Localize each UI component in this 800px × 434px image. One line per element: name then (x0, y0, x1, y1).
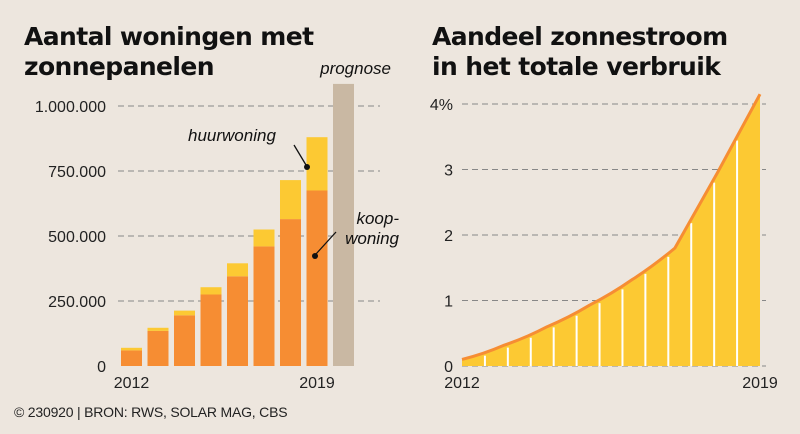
y-tick-label: 0 (444, 359, 453, 376)
left-chart-title: Aantal woningen met zonnepanelen (24, 22, 314, 82)
solar-share-line (461, 93, 762, 361)
huurwoning-bar (306, 137, 328, 191)
koopwoning-annotation: woning (345, 229, 399, 248)
y-tick-label: 2 (444, 228, 453, 245)
huurwoning-bar (121, 347, 142, 351)
right-chart-title: Aandeel zonnestroom in het totale verbru… (432, 22, 728, 82)
y-tick-label: 3 (444, 163, 453, 180)
koopwoning-bar (121, 350, 142, 366)
right-title-line-2: in het totale verbruik (432, 52, 721, 81)
prognose-annotation: prognose (319, 59, 391, 78)
y-tick-label: 4% (430, 97, 453, 114)
y-tick-label: 0 (97, 359, 106, 376)
huurwoning-bar (174, 310, 195, 316)
huurwoning-bar (147, 327, 169, 331)
y-tick-label: 1.000.000 (35, 99, 106, 116)
left-title-line-1: Aantal woningen met (24, 22, 314, 51)
koopwoning-bar (306, 190, 328, 366)
source-credit: © 230920 | BRON: RWS, SOLAR MAG, CBS (14, 404, 288, 420)
koopwoning-annotation: koop- (356, 209, 399, 228)
huurwoning-leader-dot (304, 164, 310, 170)
huurwoning-annotation: huurwoning (188, 126, 276, 145)
y-tick-label: 250.000 (48, 294, 106, 311)
prognose-bar (333, 83, 354, 367)
x-tick-label: 2019 (742, 375, 778, 392)
huurwoning-leader-line (293, 144, 307, 166)
koopwoning-bar (200, 294, 222, 366)
koopwoning-bar (174, 315, 195, 366)
x-tick-label: 2012 (444, 375, 480, 392)
huurwoning-bar (253, 229, 275, 247)
right-title-line-1: Aandeel zonnestroom (432, 22, 728, 51)
koopwoning-leader-dot (312, 253, 318, 259)
x-tick-label: 2012 (114, 375, 150, 392)
huurwoning-bar (280, 180, 301, 220)
koopwoning-bar (253, 246, 275, 366)
left-title-line-2: zonnepanelen (24, 52, 215, 81)
y-tick-label: 1 (444, 294, 453, 311)
solar-homes-bar-chart: 0 250.000 500.000 750.000 1.000.000 2012 2019 p… (35, 59, 400, 392)
x-tick-label: 2019 (299, 375, 335, 392)
koopwoning-bar (227, 276, 248, 366)
solar-share-area (462, 94, 760, 367)
y-tick-label: 750.000 (48, 164, 106, 181)
y-tick-label: 500.000 (48, 229, 106, 246)
koopwoning-bar (147, 330, 169, 366)
koopwoning-bar (280, 219, 301, 366)
huurwoning-bar (227, 263, 248, 277)
huurwoning-bar (200, 287, 222, 295)
koopwoning-leader-line (315, 231, 337, 255)
